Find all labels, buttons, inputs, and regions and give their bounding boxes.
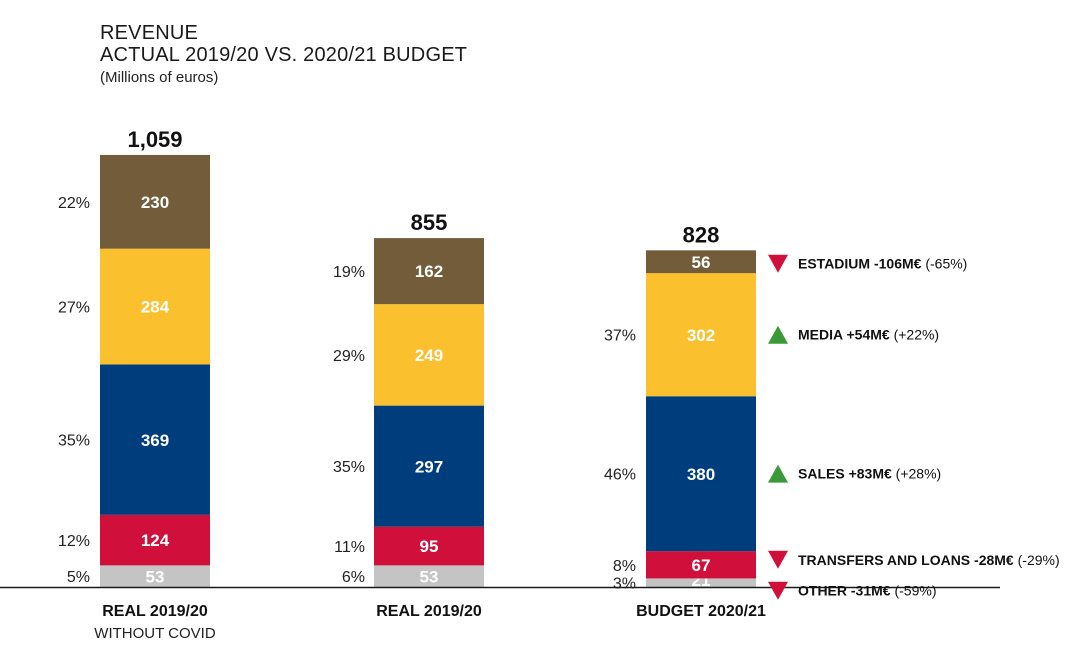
annotation-label: TRANSFERS AND LOANS -28M€ (-29%) [798, 552, 1060, 568]
category-label: REAL 2019/20 [376, 603, 482, 620]
chart-title: REVENUE [100, 22, 199, 44]
bar-segment-media [374, 304, 484, 406]
bar-segment-sales [374, 405, 484, 527]
annotation-label: ESTADIUM -106M€ (-65%) [798, 256, 967, 272]
bar-segment-media [100, 248, 210, 365]
chart-unit: (Millions of euros) [100, 69, 219, 86]
bar-segment-transfers-and-loans [100, 514, 210, 566]
category-label: REAL 2019/20 [102, 603, 208, 620]
data-label: 124 [141, 531, 170, 550]
percent-label: 46% [604, 467, 636, 484]
percent-label: 37% [604, 328, 636, 345]
data-label: 67 [692, 556, 711, 575]
total-label: 828 [683, 222, 720, 247]
bar-segment-other [100, 565, 210, 587]
bar-segment-other [374, 565, 484, 587]
annotation-label: MEDIA +54M€ (+22%) [798, 327, 939, 343]
percent-label: 11% [334, 539, 365, 556]
percent-label: 27% [58, 300, 90, 317]
triangle-down-icon [768, 254, 788, 273]
percent-label: 8% [613, 558, 636, 575]
total-label: 855 [411, 210, 448, 235]
triangle-up-icon [768, 325, 788, 344]
chart-title-block: REVENUE ACTUAL 2019/20 VS. 2020/21 BUDGE… [100, 22, 467, 88]
data-label: 162 [415, 262, 443, 281]
triangle-down-icon [768, 581, 788, 600]
data-label: 53 [420, 567, 439, 586]
data-label: 56 [692, 253, 711, 272]
annotation-label: OTHER -31M€ (-59%) [798, 583, 936, 599]
category-sublabel: WITHOUT COVID [94, 625, 216, 642]
bar-segment-transfers-and-loans [374, 526, 484, 566]
percent-label: 22% [58, 195, 90, 212]
data-label: 95 [420, 537, 439, 556]
bar-segment-other [646, 578, 756, 587]
data-label: 230 [141, 193, 169, 212]
percent-label: 35% [333, 459, 365, 476]
bar-segment-media [646, 273, 756, 397]
data-label: 249 [415, 346, 443, 365]
triangle-up-icon [768, 464, 788, 483]
percent-label: 6% [342, 569, 365, 586]
percent-label: 12% [58, 533, 90, 550]
data-label: 369 [141, 431, 169, 450]
data-label: 284 [141, 298, 170, 317]
bar-segment-sales [100, 364, 210, 515]
percent-label: 35% [58, 433, 90, 450]
bar-segment-estadium [374, 238, 484, 305]
triangle-down-icon [768, 550, 788, 569]
percent-label: 29% [333, 348, 365, 365]
bar-segment-estadium [100, 154, 210, 249]
bar-segment-sales [646, 396, 756, 552]
percent-label: 5% [67, 569, 90, 586]
bar-segment-transfers-and-loans [646, 551, 756, 579]
bar-segment-estadium [646, 250, 756, 274]
data-label: 53 [146, 567, 165, 586]
category-label: BUDGET 2020/21 [636, 603, 766, 620]
percent-label: 3% [613, 576, 636, 593]
data-label: 297 [415, 457, 443, 476]
data-label: 302 [687, 326, 715, 345]
total-label: 1,059 [127, 127, 182, 152]
percent-label: 19% [333, 264, 365, 281]
annotation-label: SALES +83M€ (+28%) [798, 466, 941, 482]
data-label: 380 [687, 465, 715, 484]
chart-subtitle: ACTUAL 2019/20 VS. 2020/21 BUDGET [100, 44, 468, 66]
